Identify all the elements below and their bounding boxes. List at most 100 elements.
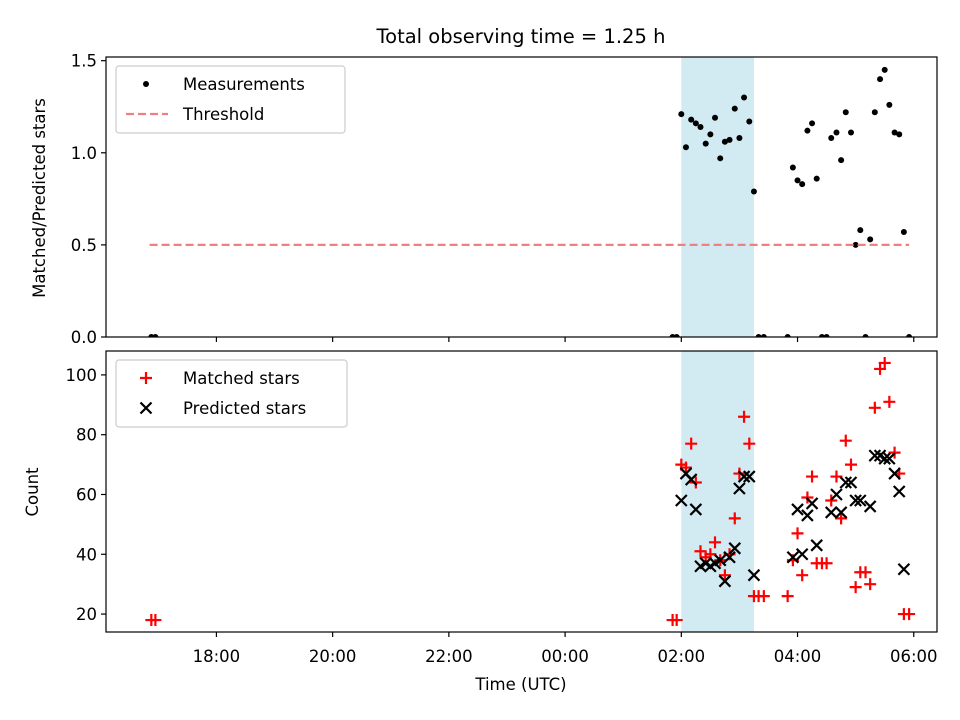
predicted-stars-point [844, 476, 858, 489]
predicted-stars-point [830, 488, 843, 501]
predicted-stars-point [883, 452, 896, 465]
measurements-point [833, 129, 840, 136]
matched-stars-point [844, 458, 857, 471]
matched-stars-point [868, 401, 881, 414]
predicted-stars-point [839, 476, 853, 489]
matched-stars-point [864, 578, 877, 591]
measurements-point [741, 94, 748, 101]
matched-stars-point [791, 527, 804, 540]
predicted-stars-point [713, 553, 727, 567]
bottom-legend-box [115, 359, 348, 428]
bottom-ytick-label: 100 [66, 366, 98, 385]
measurements-point [755, 334, 762, 337]
matched-stars-point [878, 356, 891, 369]
measurements-point [794, 177, 801, 184]
measurements-point [852, 241, 859, 248]
predicted-stars-point [834, 506, 848, 519]
matched-stars-point [806, 470, 819, 483]
measurements-point [712, 114, 719, 121]
top-plot-area [148, 57, 913, 337]
matched-stars-point [718, 569, 731, 582]
predicted-stars-point [718, 574, 732, 588]
measurements-point [707, 131, 714, 138]
matched-stars-point [733, 467, 746, 480]
legend-matched-stars-marker [140, 372, 152, 384]
matched-stars-point [825, 494, 838, 507]
measurements-point [760, 334, 767, 337]
matched-stars-point [679, 461, 692, 474]
measurements-point [721, 138, 728, 145]
measurements-point [838, 157, 845, 164]
measurements-point [726, 136, 733, 143]
measurements-point [688, 116, 695, 123]
predicted-stars-point [737, 470, 751, 483]
matched-stars-point [781, 590, 794, 603]
predicted-stars-point [747, 568, 761, 582]
matched-stars-point [859, 566, 872, 579]
measurements-point [862, 334, 869, 337]
measurements-point [692, 120, 699, 127]
matched-stars-point [728, 512, 741, 525]
xtick-label: 20:00 [309, 647, 357, 666]
predicted-stars-point [849, 494, 862, 507]
xtick-label: 22:00 [425, 647, 473, 666]
predicted-stars-point [743, 470, 756, 483]
top-ytick-label: 0.5 [71, 236, 97, 255]
top-ylabel: Matched/Predicted stars [30, 98, 49, 298]
bottom-ytick-label: 40 [76, 545, 97, 564]
measurements-point [877, 76, 884, 83]
legend-predicted-stars-marker [139, 401, 153, 415]
measurements-point [881, 66, 888, 73]
matched-stars-point [796, 569, 809, 582]
predicted-stars-point [892, 485, 906, 498]
predicted-stars-point [888, 467, 901, 480]
measurements-point [818, 334, 825, 337]
predicted-stars-point [801, 509, 814, 522]
plot-layer: 0.0 0.5 1.0 1.5 Measurements Threshold 20 40 60 8… [66, 52, 938, 666]
measurements-point [673, 334, 680, 337]
predicted-stars-point [689, 503, 703, 516]
measurements-point [736, 135, 743, 142]
legend-predicted-stars-label: Predicted stars [183, 399, 306, 418]
matched-stars-point [883, 395, 896, 408]
predicted-stars-point [684, 473, 698, 486]
matched-stars-point [849, 581, 862, 594]
measurements-point [823, 334, 830, 337]
predicted-stars-point [795, 547, 809, 561]
xtick-label: 06:00 [890, 647, 938, 666]
matched-stars-point [149, 614, 162, 627]
predicted-stars-point [868, 449, 882, 462]
bottom-plot-area [145, 351, 916, 632]
legend-threshold-label: Threshold [182, 105, 264, 124]
top-axes-frame [105, 56, 938, 338]
matched-stars-point [743, 437, 756, 450]
measurements-point [828, 135, 835, 142]
measurements-point [789, 164, 796, 171]
xtick-label: 04:00 [774, 647, 822, 666]
measurements-point [871, 109, 878, 116]
predicted-stars-point [805, 497, 819, 510]
matched-stars-point [709, 536, 722, 549]
matched-stars-point [835, 512, 848, 525]
measurements-point [799, 181, 806, 188]
bottom-ylabel: Count [23, 467, 42, 517]
matched-stars-point [670, 614, 683, 627]
bottom-ytick-label: 20 [76, 605, 97, 624]
matched-stars-point [694, 545, 707, 558]
top-legend-box [115, 65, 346, 134]
xtick-label: 18:00 [193, 647, 241, 666]
predicted-stars-point [728, 542, 742, 555]
matched-stars-point [903, 608, 916, 621]
matched-stars-point [888, 446, 901, 459]
predicted-stars-point [675, 494, 688, 507]
measurements-point [809, 120, 816, 127]
measurements-point [717, 155, 724, 162]
top-highlight-span [681, 57, 754, 337]
bottom-axes-frame [105, 350, 938, 633]
predicted-stars-point [810, 539, 823, 552]
matched-stars-point [738, 410, 751, 423]
predicted-stars-point [824, 506, 838, 519]
matched-stars-point [830, 470, 843, 483]
predicted-stars-point [863, 500, 877, 513]
